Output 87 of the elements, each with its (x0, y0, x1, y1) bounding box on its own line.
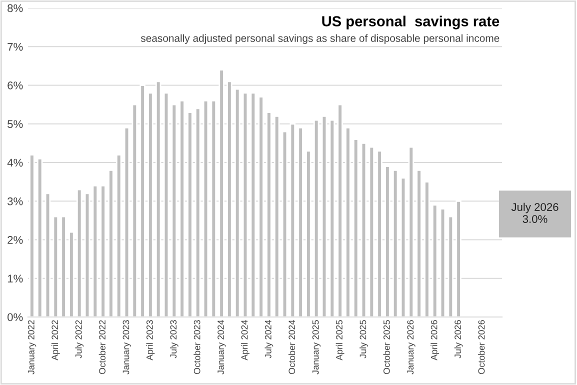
x-tick-label: January 2025 (312, 320, 321, 374)
bar (400, 177, 406, 317)
bar (171, 104, 178, 317)
bar (440, 208, 446, 317)
bar (448, 216, 454, 317)
bar (456, 200, 462, 317)
text: seasonally adjusted personal savings as share of disposable personal income (140, 34, 500, 44)
y-tick-label: 6% (8, 82, 23, 90)
bar (44, 192, 51, 317)
x-tick-label: October 2023 (194, 320, 200, 374)
x-tick-label: January 2023 (122, 320, 131, 374)
bar (368, 146, 375, 317)
y-tick-label: 8% (8, 4, 23, 12)
bar (321, 115, 328, 317)
bar (250, 92, 256, 317)
x-tick-label: April 2024 (241, 320, 250, 360)
y-tick-label: 4% (7, 158, 23, 167)
bar (100, 184, 106, 317)
y-tick-label: 2% (8, 236, 23, 244)
y-tick-label: 7% (8, 42, 23, 51)
y-tick-label: 1% (8, 274, 23, 282)
chart-title: US personal savings rate (322, 16, 500, 30)
bar (76, 188, 82, 317)
bar (234, 88, 240, 317)
bar (360, 142, 367, 317)
x-tick-label: July 2023 (170, 320, 178, 358)
bar (218, 69, 224, 317)
x-tick-label: October 2025 (383, 320, 390, 374)
bar (68, 231, 74, 317)
bar (132, 104, 138, 317)
bar (52, 216, 59, 317)
bar (226, 80, 232, 317)
bar (155, 80, 162, 317)
x-tick-label: October 2026 (478, 320, 485, 374)
x-tick-label: April 2025 (336, 320, 344, 360)
bar (187, 112, 193, 317)
bar (266, 112, 272, 317)
x-tick-label: July 2025 (360, 320, 368, 358)
bar (84, 192, 90, 317)
bar (202, 100, 209, 317)
x-tick-label: July 2022 (75, 320, 84, 358)
bar (29, 154, 35, 317)
y-tick-label: 0% (8, 313, 23, 322)
bar (424, 181, 430, 317)
bar (282, 130, 288, 317)
bar (384, 166, 390, 317)
x-tick-label: January 2022 (28, 320, 36, 374)
bar (163, 92, 170, 317)
bar (408, 146, 414, 317)
bar (148, 92, 154, 317)
x-tick-label: October 2024 (288, 320, 296, 374)
x-tick-label: October 2022 (98, 320, 106, 374)
bar (306, 150, 312, 317)
bar (242, 92, 248, 317)
x-tick-label: January 2024 (218, 320, 226, 374)
bar (179, 100, 185, 317)
x-tick-label: July 2024 (264, 320, 274, 358)
bar (116, 154, 122, 317)
bar (313, 119, 320, 317)
bar (140, 84, 146, 317)
x-tick-label: July 2026 (454, 320, 463, 358)
bar (194, 108, 201, 317)
x-tick-label: January 2026 (407, 320, 416, 374)
bar (392, 170, 398, 317)
bar (210, 100, 217, 317)
bar (108, 170, 114, 317)
bar (345, 127, 351, 317)
x-tick-label: April 2023 (146, 320, 155, 360)
bar (376, 150, 382, 317)
y-tick-label: 5% (8, 120, 23, 128)
bar (92, 184, 98, 317)
bar (352, 138, 359, 317)
bar (416, 170, 422, 317)
x-tick-label: April 2022 (51, 320, 60, 360)
bar (60, 216, 66, 317)
bar (329, 119, 336, 317)
bar (432, 204, 438, 317)
bar (36, 158, 43, 317)
bar (274, 115, 280, 317)
bar (258, 96, 264, 317)
bar (124, 127, 130, 317)
y-tick-label: 3% (8, 197, 23, 206)
x-tick-label: April 2026 (430, 320, 440, 360)
text: July 2026 3.0% (511, 202, 558, 223)
bar (290, 123, 296, 317)
bar (337, 104, 343, 317)
bar (298, 127, 304, 317)
